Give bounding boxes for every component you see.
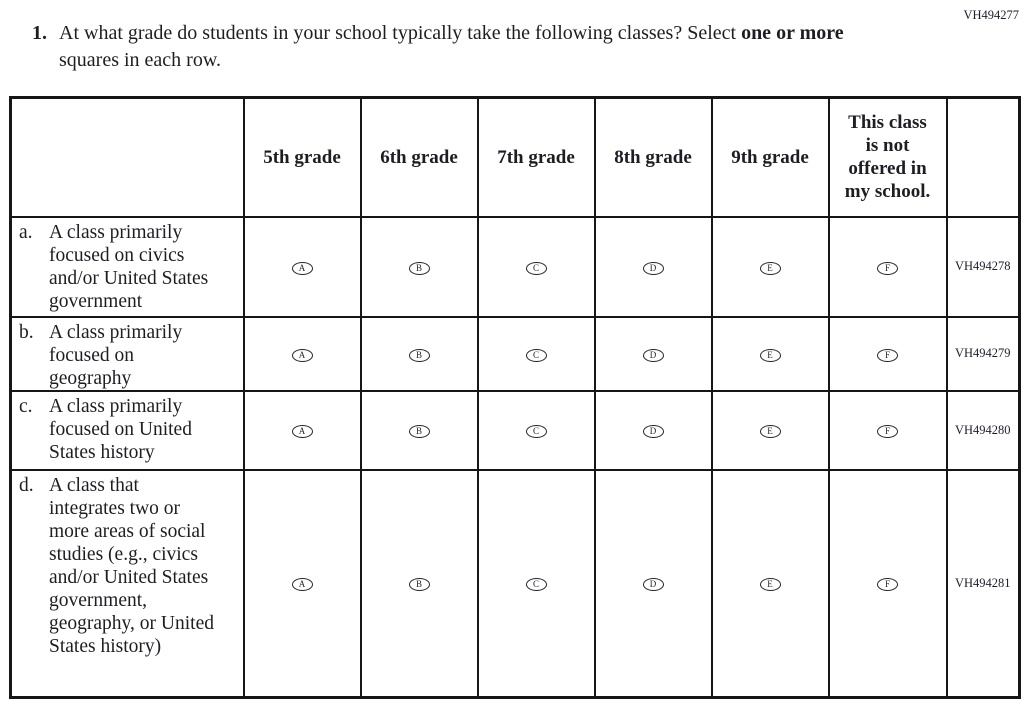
row-label: A class that integrates two or more area…	[49, 474, 214, 657]
option-cell: B	[359, 315, 479, 392]
option-bubble-c[interactable]: C	[525, 425, 547, 438]
header-empty-cell	[9, 96, 245, 218]
row-label-cell: b. A class primarily focused on geograph…	[9, 315, 245, 392]
row-label: A class primarily focused on geography	[49, 321, 183, 389]
question-text-bold: one or more	[741, 22, 844, 44]
option-bubble-a[interactable]: A	[291, 425, 313, 438]
option-bubble-f[interactable]: F	[877, 578, 898, 592]
option-cell: C	[476, 468, 596, 699]
row-label: A class primarily focused on United Stat…	[49, 395, 192, 463]
option-bubble-c[interactable]: C	[525, 348, 547, 362]
option-bubble-f[interactable]: F	[877, 348, 898, 362]
option-bubble-d[interactable]: D	[642, 425, 664, 438]
row-letter: c.	[19, 395, 33, 417]
item-code: VH494277	[963, 8, 1019, 22]
table-row-d: d. A class that integrates two or more a…	[9, 468, 1021, 699]
option-bubble-b[interactable]: B	[408, 348, 430, 362]
header-code-cell	[945, 96, 1021, 218]
option-bubble-e[interactable]: E	[759, 425, 781, 438]
option-cell: A	[242, 389, 362, 471]
option-bubble-d[interactable]: D	[642, 348, 664, 362]
row-code: VH494281	[945, 468, 1021, 699]
option-bubble-b[interactable]: B	[408, 261, 430, 275]
option-cell: F	[827, 215, 948, 318]
column-header-8th-grade: 8th grade	[593, 96, 713, 218]
option-cell: F	[827, 315, 948, 392]
row-label-cell: a. A class primarily focused on civics a…	[9, 215, 245, 318]
option-cell: C	[476, 215, 596, 318]
option-bubble-e[interactable]: E	[759, 578, 781, 592]
option-bubble-d[interactable]: D	[642, 578, 664, 592]
option-bubble-d[interactable]: D	[642, 261, 664, 275]
option-bubble-c[interactable]: C	[525, 578, 547, 592]
option-bubble-e[interactable]: E	[759, 348, 781, 362]
option-bubble-e[interactable]: E	[759, 261, 781, 275]
question-text-part1: At what grade do students in your school…	[59, 22, 737, 44]
column-header-6th-grade: 6th grade	[359, 96, 479, 218]
option-cell: A	[242, 315, 362, 392]
row-code: VH494279	[945, 315, 1021, 392]
question-block: 1. At what grade do students in your sch…	[32, 20, 897, 74]
option-cell: B	[359, 468, 479, 699]
row-code: VH494280	[945, 389, 1021, 471]
response-grid: 5th grade 6th grade 7th grade 8th grade …	[9, 96, 1021, 699]
option-cell: E	[710, 389, 830, 471]
column-header-5th-grade: 5th grade	[242, 96, 362, 218]
row-letter: d.	[19, 474, 34, 496]
question-text: At what grade do students in your school…	[59, 20, 897, 74]
option-cell: E	[710, 468, 830, 699]
option-cell: D	[593, 215, 713, 318]
column-header-9th-grade: 9th grade	[710, 96, 830, 218]
option-bubble-f[interactable]: F	[877, 425, 898, 438]
option-bubble-a[interactable]: A	[291, 578, 313, 592]
option-bubble-b[interactable]: B	[408, 425, 430, 438]
option-bubble-b[interactable]: B	[408, 578, 430, 592]
option-bubble-c[interactable]: C	[525, 261, 547, 275]
question-number: 1.	[32, 22, 47, 44]
table-row-b: b. A class primarily focused on geograph…	[9, 315, 1021, 392]
option-cell: D	[593, 389, 713, 471]
column-header-7th-grade: 7th grade	[476, 96, 596, 218]
option-cell: D	[593, 468, 713, 699]
option-cell: C	[476, 315, 596, 392]
option-cell: B	[359, 389, 479, 471]
option-cell: A	[242, 468, 362, 699]
option-cell: B	[359, 215, 479, 318]
header-row: 5th grade 6th grade 7th grade 8th grade …	[9, 96, 1021, 218]
option-cell: E	[710, 315, 830, 392]
option-bubble-a[interactable]: A	[291, 261, 313, 275]
option-cell: A	[242, 215, 362, 318]
option-cell: F	[827, 389, 948, 471]
table-row-a: a. A class primarily focused on civics a…	[9, 215, 1021, 318]
row-label: A class primarily focused on civics and/…	[49, 221, 209, 312]
row-label-cell: d. A class that integrates two or more a…	[9, 468, 245, 699]
option-bubble-a[interactable]: A	[291, 348, 313, 362]
row-letter: b.	[19, 321, 34, 343]
option-bubble-f[interactable]: F	[877, 261, 898, 275]
row-code: VH494278	[945, 215, 1021, 318]
option-cell: F	[827, 468, 948, 699]
option-cell: D	[593, 315, 713, 392]
row-label-cell: c. A class primarily focused on United S…	[9, 389, 245, 471]
option-cell: C	[476, 389, 596, 471]
column-header-not-offered: This class is not offered in my school.	[827, 96, 948, 218]
question-text-part2: squares in each row.	[59, 49, 221, 71]
row-letter: a.	[19, 221, 33, 243]
table-row-c: c. A class primarily focused on United S…	[9, 389, 1021, 471]
option-cell: E	[710, 215, 830, 318]
